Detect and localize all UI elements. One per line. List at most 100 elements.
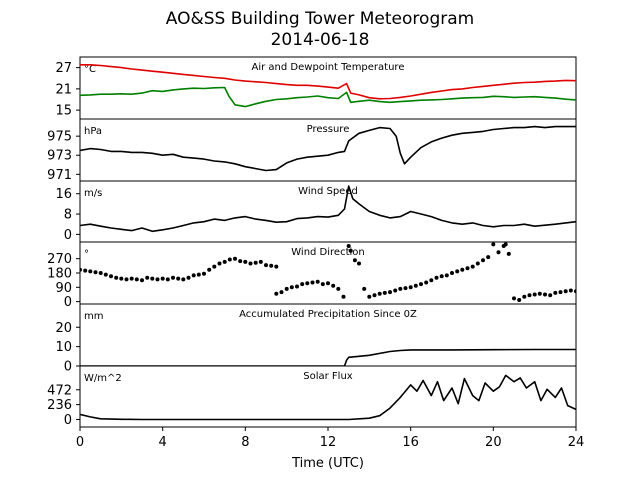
series-group [80,348,576,366]
data-point [155,277,160,282]
data-point [413,283,418,288]
y-tick-label: 20 [55,321,72,336]
data-point [537,291,542,296]
panel-5: 0 10 20 Accumulated Precipitation Since 0Z m… [55,303,577,375]
data-point [377,291,382,296]
series-group [80,185,576,233]
series-line [80,348,576,366]
data-point [517,298,522,302]
data-point [145,275,150,280]
data-point [326,281,330,286]
data-point [181,277,186,282]
data-point [248,261,253,266]
data-point [186,275,191,280]
series-line [80,86,576,108]
data-point [553,290,558,295]
data-point [460,267,465,272]
data-point [429,278,434,283]
data-point [496,250,501,255]
unit-label: W/m^2 [84,373,122,384]
data-point [341,294,346,299]
series-group [80,86,576,108]
data-point [403,286,408,291]
y-tick-label: 180 [47,267,72,282]
data-point [88,269,93,274]
data-point [300,282,305,287]
data-point [233,256,237,261]
data-point [475,261,480,266]
data-point [103,272,108,277]
unit-label: mm [84,311,103,322]
data-point [258,259,263,264]
y-tick-label: 472 [47,383,72,398]
data-point [243,259,248,264]
x-tick-label: 20 [485,435,502,450]
data-point [450,271,454,275]
panel-title: Air and Dewpoint Temperature [252,62,405,73]
y-tick-label: 90 [55,281,72,296]
y-tick-label: 0 [64,360,72,375]
chart-title: AO&SS Building Tower Meteorogram [166,9,474,29]
data-point [393,288,398,293]
data-point [372,293,377,298]
y-tick-label: 975 [47,130,72,145]
series-group [80,374,576,421]
data-point [465,266,470,271]
data-point [568,288,573,293]
data-point [253,260,258,265]
data-point [202,271,206,276]
data-point [455,269,460,274]
y-tick-label: 236 [47,398,72,413]
panel-title: Solar Flux [303,371,353,382]
data-point [279,290,284,295]
x-tick-label: 24 [568,435,585,450]
x-axis-label: Time (UTC) [291,456,364,471]
y-tick-label: 0 [64,295,72,310]
data-point [289,285,294,290]
data-point [305,281,310,286]
data-point [486,255,491,260]
unit-label: hPa [84,126,102,137]
panel-3: 0 8 16 Wind Speed m/s [55,180,577,243]
x-axis: 0 4 8 12 16 20 24 [76,427,584,450]
data-point [398,286,403,291]
data-point [165,277,170,282]
data-point [491,242,496,247]
data-point [274,264,279,269]
data-point [114,275,119,280]
data-point [80,267,82,272]
y-tick-label: 15 [55,104,72,119]
data-point [503,242,508,247]
y-tick-label: 270 [47,252,72,267]
data-point [532,292,537,297]
data-point [93,270,98,275]
panel-1: 15 21 27 Air and Dewpoint Temperature °C [55,56,577,120]
series-line [80,185,576,233]
series-group [80,64,576,100]
data-point [331,283,336,288]
data-point [315,279,320,284]
data-point [83,268,88,273]
data-point [388,290,392,295]
data-point [295,284,299,289]
data-point [264,263,268,268]
data-point [481,258,485,263]
data-point [357,261,361,266]
y-tick-label: 16 [55,187,72,202]
y-tick-label: 971 [47,168,72,183]
data-point [227,257,232,262]
data-point [119,276,124,281]
data-point [424,280,429,285]
data-point [207,267,212,272]
series-line [80,64,576,100]
data-point [348,248,353,253]
data-point [367,294,372,299]
data-point [362,286,367,291]
data-point [134,277,139,282]
data-point [419,282,423,287]
data-point [382,290,387,295]
data-point [408,285,413,290]
data-point [548,293,553,298]
